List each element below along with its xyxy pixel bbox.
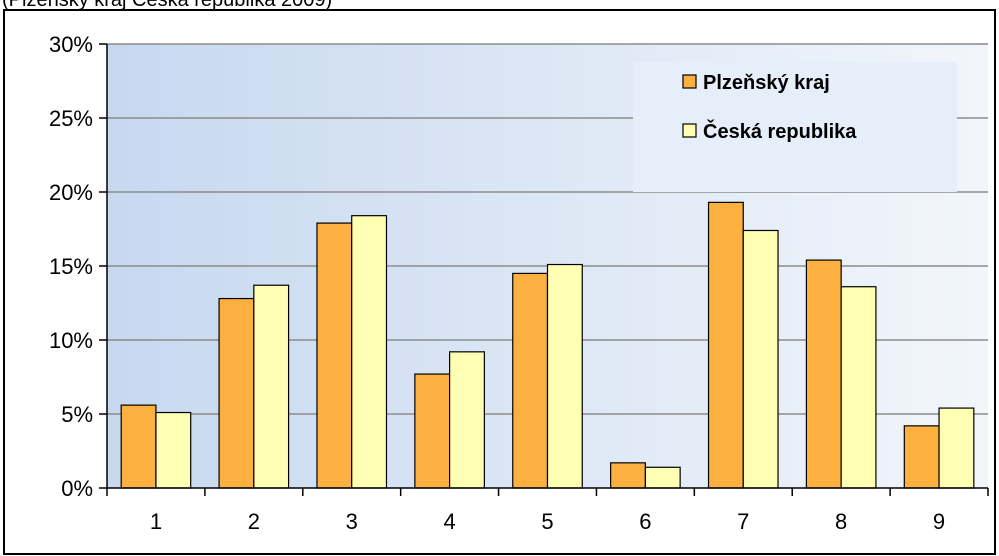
bar-series-2	[644, 466, 681, 489]
bar-series-1	[316, 222, 353, 489]
x-tick-label: 2	[248, 509, 260, 534]
bar-series-1	[512, 272, 549, 489]
bar-series-1	[707, 201, 744, 489]
y-tick-label: 5%	[61, 402, 93, 427]
bar-series-1	[120, 404, 157, 489]
y-tick-label: 15%	[49, 254, 93, 279]
bar-series-1	[218, 297, 255, 489]
x-tick-label: 4	[443, 509, 455, 534]
legend: Plzeňský kraj Česká republika	[633, 62, 957, 192]
bar-series-1	[805, 259, 842, 489]
bar-series-2	[253, 284, 290, 489]
bar-series-2	[351, 215, 388, 489]
y-tick-label: 10%	[49, 328, 93, 353]
legend-label-series-1: Plzeňský kraj	[703, 72, 830, 94]
chart-top-caption: (Plzeňský kraj Česká republika 2009)	[2, 0, 333, 11]
x-tick-label: 5	[541, 509, 553, 534]
x-tick-label: 6	[639, 509, 651, 534]
bar-series-2	[449, 351, 485, 489]
legend-swatch-series-2	[682, 123, 697, 138]
x-tick-label: 9	[933, 509, 945, 534]
bars	[120, 201, 975, 489]
bar-series-1	[610, 462, 646, 489]
bar-series-2	[742, 229, 779, 489]
x-tick-label: 3	[346, 509, 358, 534]
bar-series-1	[414, 373, 451, 489]
x-tick-label: 8	[835, 509, 847, 534]
bar-series-2	[546, 263, 583, 489]
bar-series-2	[938, 407, 975, 489]
y-tick-label: 20%	[49, 180, 93, 205]
legend-swatch-series-1	[682, 74, 697, 89]
y-tick-label: 25%	[49, 106, 93, 131]
x-tick-label: 7	[737, 509, 749, 534]
bar-series-1	[903, 425, 940, 489]
legend-label-series-2: Česká republika	[703, 119, 857, 143]
bar-series-2	[155, 411, 192, 489]
y-tick-label: 0%	[61, 476, 93, 501]
y-tick-label: 30%	[49, 32, 93, 57]
axes: 0% 5% 10% 15% 20% 25% 30% 1 2 3 4 5 6 7 8 9	[49, 32, 989, 534]
bar-series-2	[840, 286, 877, 489]
x-tick-label: 1	[150, 509, 162, 534]
